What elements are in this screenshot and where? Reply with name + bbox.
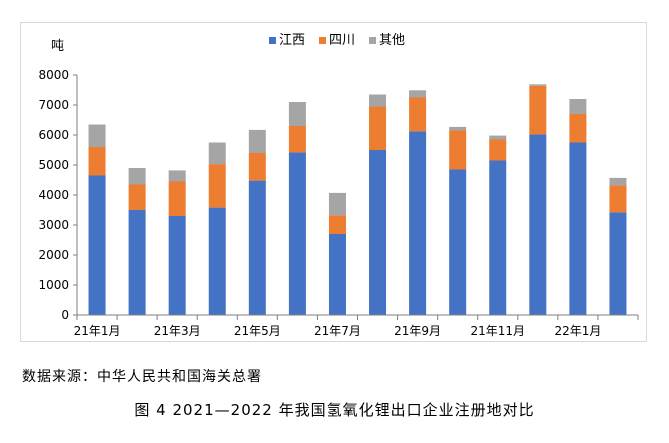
bar-segment — [409, 97, 427, 132]
bar-segment — [569, 142, 587, 315]
x-tick-label: 22年1月 — [554, 324, 601, 338]
y-tick-label: 3000 — [38, 218, 69, 232]
bars — [88, 84, 627, 315]
bar-segment — [609, 185, 627, 213]
bar-segment — [248, 180, 266, 315]
legend-swatch — [369, 37, 376, 44]
x-axis: 21年1月 21年3月 21年5月 21年7月 21年9月 21年11月 22年1月 — [74, 314, 639, 338]
bar-segment — [529, 84, 547, 86]
bar-segment — [208, 207, 226, 315]
chart-frame: 0 1000 2000 3000 4000 5000 6000 7000 8000 21年1月 2… — [20, 22, 647, 342]
y-axis-unit-label: 吨 — [51, 39, 64, 54]
x-tick-label: 21年7月 — [314, 324, 361, 338]
y-axis: 0 1000 2000 3000 4000 5000 6000 7000 8000 — [38, 68, 78, 322]
x-tick-label: 21年5月 — [234, 324, 281, 338]
bar-segment — [609, 212, 627, 315]
figure-caption: 图 4 2021—2022 年我国氢氧化锂出口企业注册地对比 — [134, 401, 535, 419]
x-tick-label: 21年1月 — [74, 324, 121, 338]
bar-segment — [128, 210, 146, 315]
bar-segment — [328, 215, 346, 234]
bar-segment — [449, 130, 467, 170]
bar-segment — [609, 177, 627, 186]
y-tick-label: 5000 — [38, 158, 69, 172]
bar-segment — [369, 94, 387, 107]
bar-segment — [449, 169, 467, 315]
bar-segment — [128, 168, 146, 185]
bar-segment — [88, 147, 106, 176]
legend-swatch — [319, 37, 326, 44]
bar-segment — [208, 142, 226, 165]
bar-segment — [248, 153, 266, 181]
bar-segment — [328, 192, 346, 216]
y-tick-label: 6000 — [38, 128, 69, 142]
bar-segment — [208, 164, 226, 208]
bar-segment — [168, 170, 186, 182]
x-tick-label: 21年9月 — [394, 324, 441, 338]
y-tick-label: 4000 — [38, 188, 69, 202]
y-tick-label: 1000 — [38, 278, 69, 292]
bar-segment — [489, 135, 507, 140]
bar-segment — [128, 184, 146, 210]
source-note: 数据来源：中华人民共和国海关总署 — [22, 369, 262, 385]
y-tick-label: 7000 — [38, 98, 69, 112]
bar-segment — [88, 124, 106, 147]
bar-segment — [489, 160, 507, 315]
bar-segment — [369, 150, 387, 315]
y-tick-label: 2000 — [38, 248, 69, 262]
x-tick-label: 21年3月 — [154, 324, 201, 338]
x-tick-label: 21年11月 — [470, 324, 525, 338]
bar-segment — [288, 126, 306, 153]
bar-segment — [489, 139, 507, 161]
bar-segment — [529, 85, 547, 135]
bar-segment — [409, 131, 427, 315]
y-tick-label: 8000 — [38, 68, 69, 82]
bar-segment — [288, 102, 306, 126]
bar-segment — [569, 114, 587, 143]
bar-segment — [569, 99, 587, 114]
legend-swatch — [269, 37, 276, 44]
bar-segment — [529, 134, 547, 315]
legend-label: 其他 — [379, 33, 405, 48]
bar-segment — [369, 106, 387, 150]
bar-segment — [328, 234, 346, 315]
legend: 江西 四川 其他 — [269, 33, 405, 48]
bar-segment — [88, 175, 106, 315]
legend-label: 四川 — [329, 33, 355, 48]
bar-segment — [288, 152, 306, 315]
bar-segment — [168, 181, 186, 216]
bar-segment — [248, 129, 266, 153]
bar-segment — [449, 126, 467, 131]
bar-segment — [409, 90, 427, 98]
legend-label: 江西 — [279, 33, 305, 48]
y-tick-label: 0 — [61, 308, 69, 322]
bar-segment — [168, 216, 186, 315]
